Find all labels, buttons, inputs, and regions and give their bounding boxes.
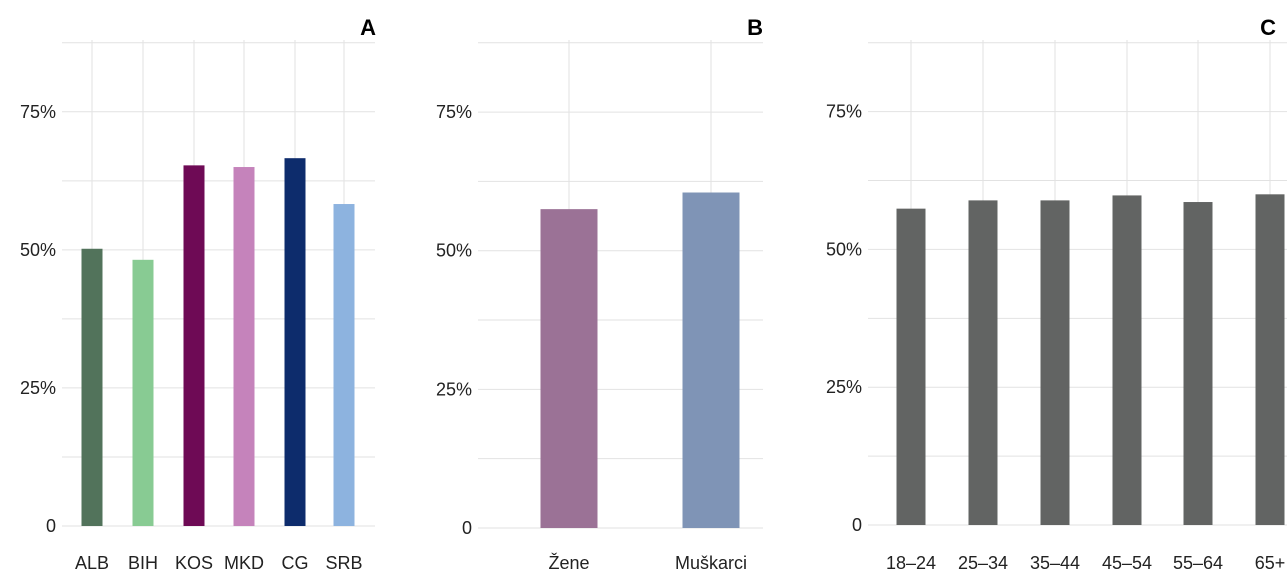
y-tick-label: 50% (436, 241, 472, 261)
bar-18–24 (896, 208, 926, 526)
x-tick-label: ALB (75, 553, 109, 573)
x-tick-label: Žene (548, 553, 589, 573)
bar-KOS (183, 165, 205, 526)
y-tick-label: 75% (20, 102, 56, 122)
bar-BIH (132, 259, 154, 526)
panel-a: 0 25% 50% 75% ALB BIH KOS MKD CG SRB A (20, 15, 376, 573)
panel-c: 0 25% 50% 75% 18–24 25–34 35–44 45–54 55–64 65+ C (826, 15, 1287, 573)
y-tick-label: 0 (462, 518, 472, 538)
x-tick-label: 35–44 (1030, 553, 1080, 573)
x-tick-label: CG (282, 553, 309, 573)
x-tick-label: 18–24 (886, 553, 936, 573)
y-tick-label: 25% (20, 378, 56, 398)
x-tick-label: 55–64 (1173, 553, 1223, 573)
x-tick-label: KOS (175, 553, 213, 573)
bar-CG (284, 158, 306, 526)
x-tick-label: 25–34 (958, 553, 1008, 573)
x-tick-label: MKD (224, 553, 264, 573)
bar-Žene (540, 209, 598, 529)
panel-b: 0 25% 50% 75% Žene Muškarci B (436, 15, 763, 573)
y-tick-label: 25% (826, 377, 862, 397)
bar-Muškarci (682, 192, 740, 528)
y-tick-label: 50% (20, 240, 56, 260)
bar-65+ (1255, 194, 1285, 525)
panel-label: A (360, 15, 376, 40)
bar-35–44 (1040, 200, 1070, 525)
x-tick-label: Muškarci (675, 553, 747, 573)
y-tick-label: 25% (436, 379, 472, 399)
y-tick-label: 75% (826, 102, 862, 122)
bar-SRB (333, 204, 355, 526)
panel-label: B (747, 15, 763, 40)
bar-MKD (233, 167, 255, 527)
bar-45–54 (1112, 195, 1142, 525)
x-tick-label: 45–54 (1102, 553, 1152, 573)
y-tick-label: 0 (46, 516, 56, 536)
bar-55–64 (1183, 202, 1213, 525)
bar-ALB (81, 248, 103, 526)
y-tick-label: 50% (826, 239, 862, 259)
panel-label: C (1260, 15, 1276, 40)
x-tick-label: BIH (128, 553, 158, 573)
x-tick-label: 65+ (1255, 553, 1286, 573)
x-tick-label: SRB (325, 553, 362, 573)
y-tick-label: 75% (436, 102, 472, 122)
y-tick-label: 0 (852, 515, 862, 535)
bar-25–34 (968, 200, 998, 525)
